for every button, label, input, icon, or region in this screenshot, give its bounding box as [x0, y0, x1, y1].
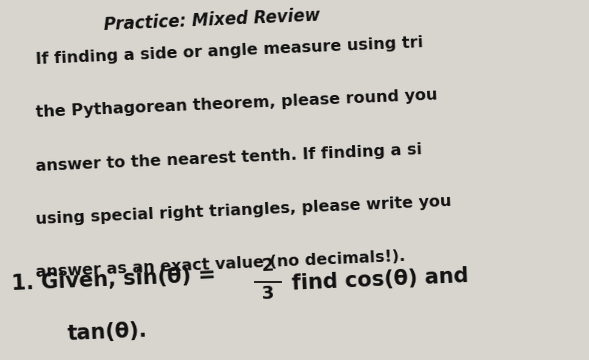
Text: 3: 3 — [261, 284, 274, 303]
Text: find cos(θ) and: find cos(θ) and — [284, 266, 469, 294]
Text: 1. Given, sin(θ) =: 1. Given, sin(θ) = — [11, 265, 223, 294]
Text: If finding a side or angle measure using tri: If finding a side or angle measure using… — [35, 35, 423, 67]
Text: answer to the nearest tenth. If finding a si: answer to the nearest tenth. If finding … — [35, 142, 422, 174]
Text: answer as an exact value (no decimals!).: answer as an exact value (no decimals!). — [35, 249, 406, 280]
Text: 2: 2 — [261, 257, 274, 275]
Text: Practice: Mixed Review: Practice: Mixed Review — [103, 7, 320, 34]
Text: the Pythagorean theorem, please round you: the Pythagorean theorem, please round yo… — [35, 88, 438, 121]
Text: tan(θ).: tan(θ). — [67, 321, 148, 344]
Text: using special right triangles, please write you: using special right triangles, please wr… — [35, 194, 452, 227]
